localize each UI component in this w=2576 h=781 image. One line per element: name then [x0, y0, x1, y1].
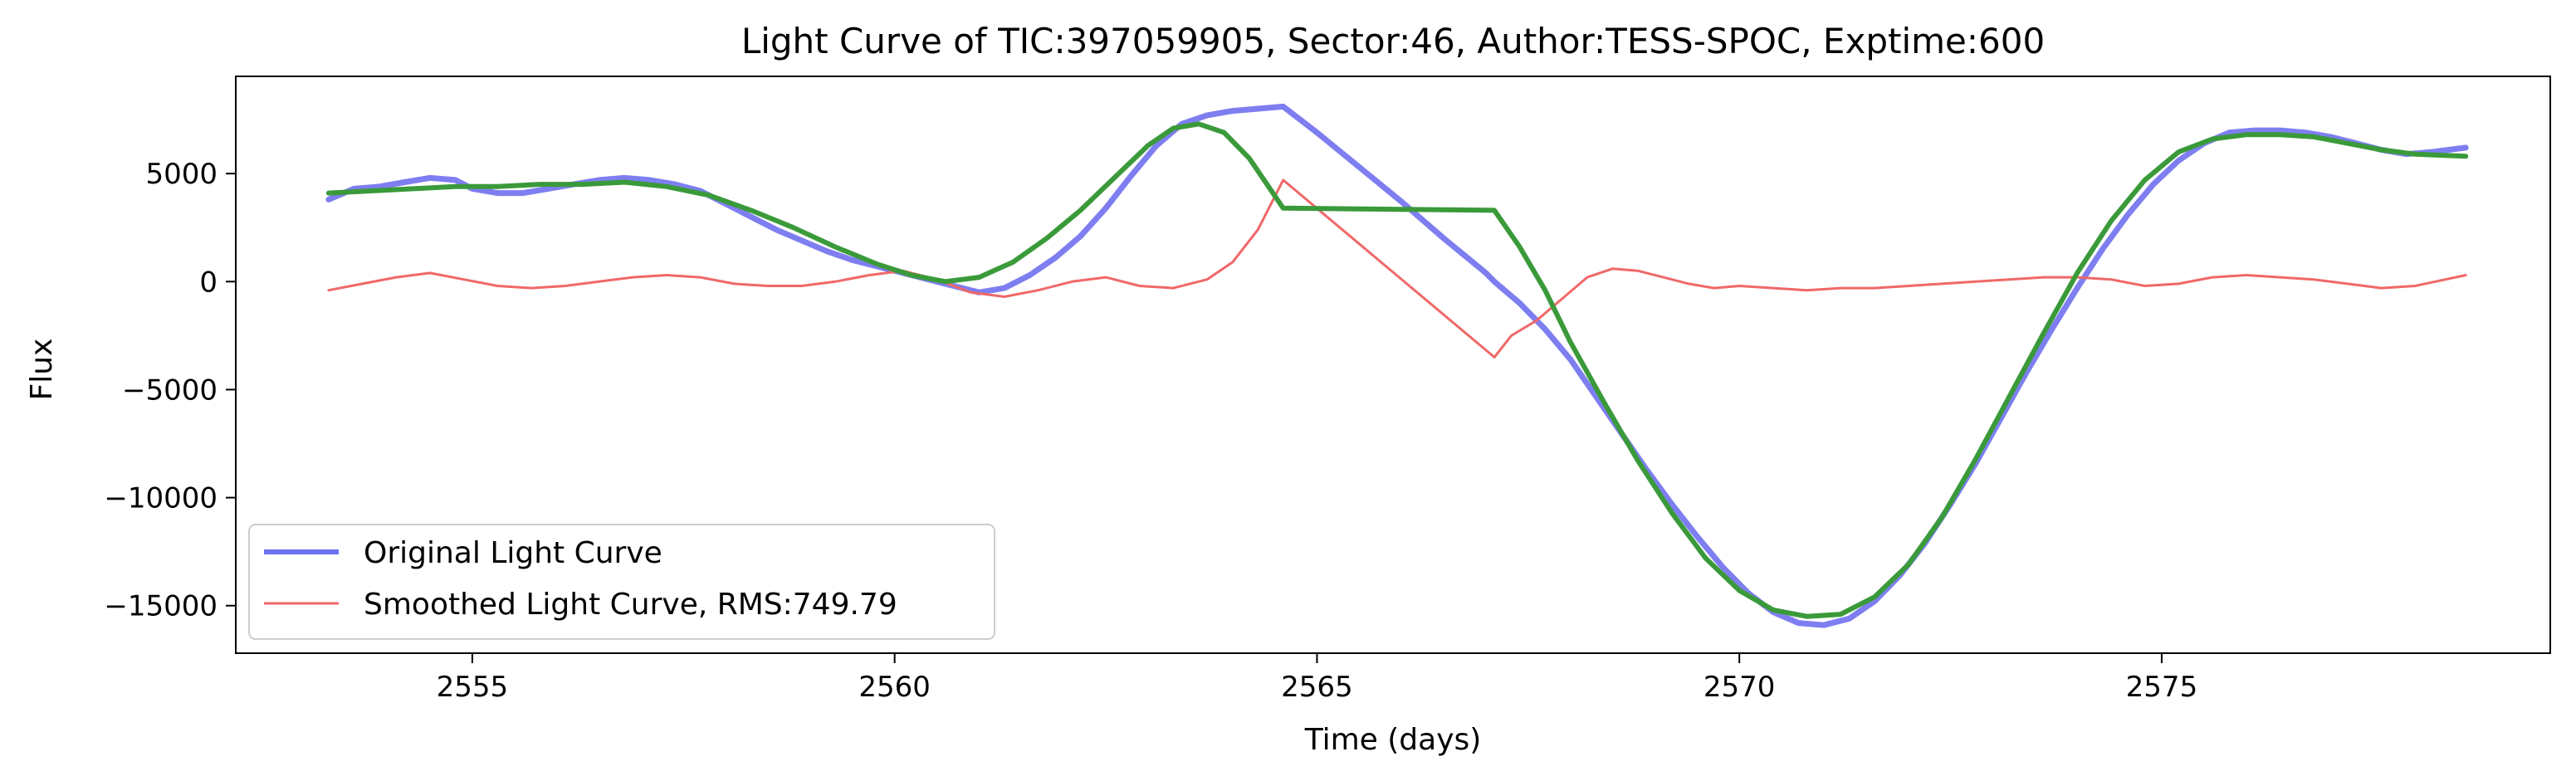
model-fit-line — [325, 121, 2469, 619]
legend: Original Light Curve Smoothed Light Curv… — [248, 524, 995, 640]
x-axis-label: Time (days) — [1304, 723, 1482, 757]
plot-area — [235, 76, 2551, 654]
x-tick-label: 2565 — [1281, 671, 1353, 704]
x-tick-label: 2560 — [858, 671, 931, 704]
y-tick-label: 5000 — [145, 158, 218, 191]
y-tick-label: −15000 — [104, 590, 218, 623]
smoothed-light-curve-line — [327, 178, 2467, 359]
plot-frame — [235, 76, 2551, 654]
legend-label-original: Original Light Curve — [364, 536, 662, 570]
y-tick-label: 0 — [199, 266, 218, 299]
series-layer — [325, 103, 2469, 628]
x-tick-label: 2575 — [2126, 671, 2198, 704]
x-axis: 2555 2560 2565 2570 2575 — [437, 653, 2198, 704]
y-axis-label: Flux — [25, 339, 59, 401]
chart-title: Light Curve of TIC:397059905, Sector:46,… — [741, 21, 2045, 61]
x-tick-label: 2570 — [1703, 671, 1776, 704]
y-tick-label: −5000 — [122, 373, 218, 407]
legend-box — [248, 524, 995, 640]
legend-label-smoothed: Smoothed Light Curve, RMS:749.79 — [364, 588, 897, 622]
y-axis: 5000 0 −5000 −10000 −15000 — [104, 158, 236, 623]
y-tick-label: −10000 — [104, 482, 218, 515]
x-tick-label: 2555 — [437, 671, 509, 704]
original-light-curve-line — [325, 103, 2469, 628]
